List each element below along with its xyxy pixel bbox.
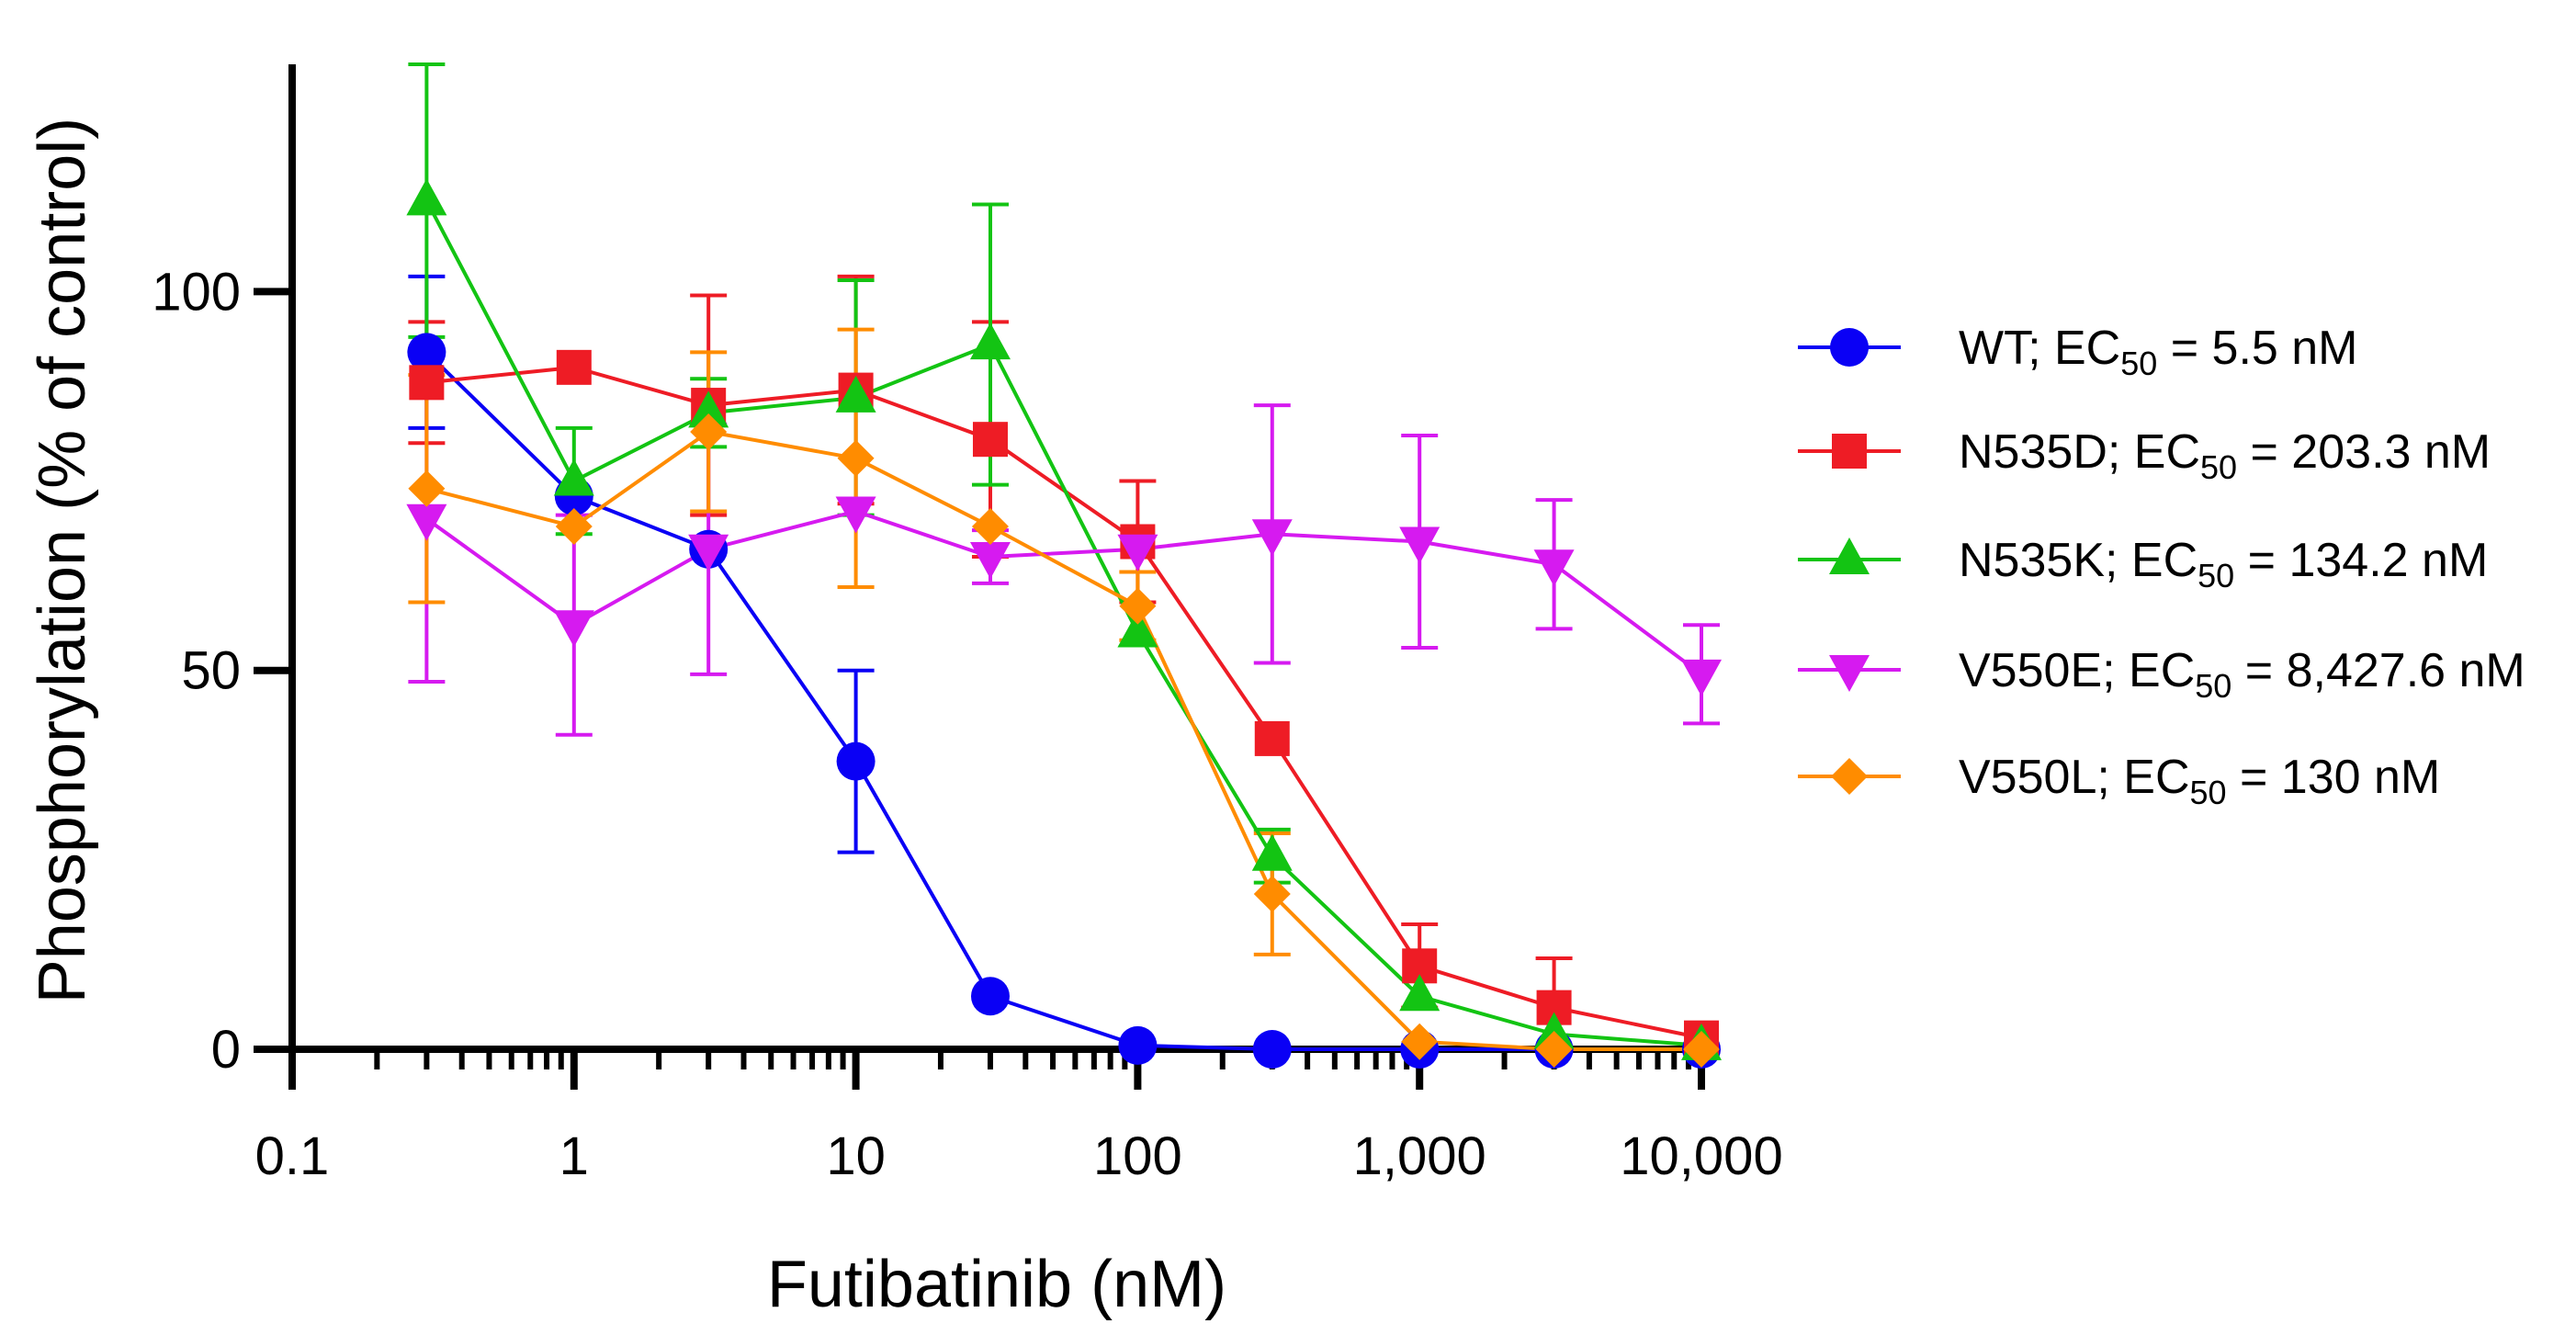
data-point-v550l [1535, 1031, 1573, 1068]
data-point-v550l [971, 508, 1009, 546]
data-point-v550e [835, 496, 876, 534]
legend-label-subscript: 50 [2195, 667, 2231, 705]
data-point-v550e [1533, 549, 1575, 587]
data-point-v550e [406, 503, 447, 541]
data-point-v550e [1117, 534, 1158, 571]
legend-label-text: N535K; EC [1959, 534, 2198, 587]
data-point-n535k [1251, 833, 1293, 871]
legend-marker-v550l [1831, 758, 1868, 795]
y-ticks: 0 50 100 [152, 262, 292, 1080]
series-line-v550l [425, 429, 1701, 1051]
x-tick-label: 10,000 [1620, 1126, 1782, 1186]
data-point-n535k [1533, 1012, 1575, 1049]
data-point-n535d [972, 422, 1008, 458]
data-point-wt [407, 333, 446, 372]
data-point-v550l [1683, 1031, 1720, 1068]
series-line-n535k [424, 199, 1702, 1047]
legend-label-v550e: V550E; EC50 = 8,427.6 nM [1959, 644, 2525, 705]
legend-label-subscript: 50 [2190, 774, 2227, 811]
legend-label-value: = 8,427.6 nM [2231, 644, 2525, 697]
data-point-v550e [688, 534, 729, 571]
series-line-n535d [426, 365, 1702, 1040]
data-point-n535k [1117, 610, 1158, 648]
legend-label-value: = 134.2 nM [2234, 534, 2488, 587]
data-point-v550l [1253, 875, 1291, 912]
legend-label-n535d: N535D; EC50 = 203.3 nM [1959, 425, 2491, 486]
data-point-n535d [1254, 720, 1290, 756]
y-tick-label: 100 [152, 262, 241, 322]
legend-label-text: V550L; EC [1959, 751, 2190, 804]
legend-marker-wt [1830, 328, 1869, 367]
legend-label-value: = 130 nM [2227, 751, 2441, 804]
legend-marker-n535d [1832, 434, 1867, 469]
x-tick-label: 0.1 [255, 1126, 330, 1186]
data-point-v550e [1399, 526, 1441, 564]
legend-label-subscript: 50 [2200, 448, 2237, 486]
data-point-wt [1252, 1030, 1292, 1069]
data-point-v550l [690, 413, 728, 450]
data-point-v550l [555, 508, 593, 546]
legend-label-text: WT; EC [1959, 322, 2120, 375]
data-point-n535k [835, 375, 876, 413]
data-point-v550l [1119, 587, 1157, 625]
data-point-n535k [406, 178, 447, 216]
data-point-wt [1118, 1025, 1158, 1065]
series-line-wt [424, 350, 1701, 1051]
legend-marker-v550e [1829, 655, 1870, 692]
series-line-v550e [425, 509, 1703, 676]
data-point-wt [836, 741, 876, 781]
data-point-v550l [837, 439, 875, 477]
y-tick-label: 0 [211, 1020, 241, 1080]
data-point-v550l [408, 470, 446, 507]
x-ticks: 0.1 1 10 100 1,000 10,000 [255, 1049, 1783, 1186]
x-axis-title: Futibatinib (nM) [767, 1248, 1226, 1321]
x-tick-label: 100 [1093, 1126, 1182, 1186]
legend-label-n535k: N535K; EC50 = 134.2 nM [1959, 534, 2488, 594]
legend-label-text: V550E; EC [1959, 644, 2195, 697]
x-tick-label: 10 [826, 1126, 886, 1186]
y-tick-label: 50 [181, 641, 241, 701]
data-point-wt [970, 977, 1010, 1016]
legend-label-wt: WT; EC50 = 5.5 nM [1959, 322, 2358, 382]
data-point-n535k [969, 322, 1011, 360]
legend-label-subscript: 50 [2120, 345, 2157, 382]
data-point-v550l [1401, 1023, 1439, 1060]
y-axis-title: Phosphorylation (% of control) [26, 118, 99, 1003]
legend-label-value: = 203.3 nM [2237, 425, 2491, 479]
x-tick-label: 1,000 [1353, 1126, 1486, 1186]
data-point-n535k [1399, 974, 1441, 1012]
series-lines [424, 199, 1703, 1051]
series-markers [406, 178, 1722, 1069]
data-point-v550e [1681, 659, 1722, 696]
x-tick-label: 1 [559, 1126, 589, 1186]
legend-label-text: N535D; EC [1959, 425, 2200, 479]
data-point-v550e [969, 542, 1011, 579]
data-point-n535d [409, 365, 445, 401]
data-point-v550e [1251, 519, 1293, 557]
data-point-n535k [553, 458, 594, 496]
legend-label-subscript: 50 [2198, 557, 2234, 594]
data-point-v550e [553, 610, 594, 648]
legend-label-value: = 5.5 nM [2157, 322, 2357, 375]
data-point-n535d [556, 349, 592, 385]
error-bars [408, 62, 1720, 1051]
legend-marker-n535k [1829, 537, 1870, 574]
data-point-n535k [688, 390, 729, 428]
legend-label-v550l: V550L; EC50 = 130 nM [1959, 751, 2440, 811]
